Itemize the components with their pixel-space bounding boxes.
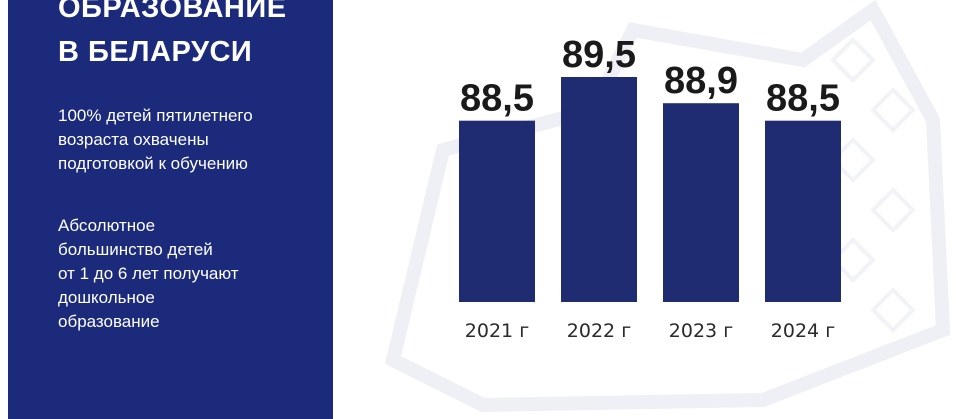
bar-chart: 88,5 2021 г 89,5 2022 г 88,9 2023 г 88,5 2024 г	[459, 34, 841, 342]
bar-3	[765, 120, 841, 302]
bar-2	[663, 103, 739, 302]
panel-title-line-1: ОБРАЗОВАНИЕ	[58, 0, 287, 24]
bar-value-label: 88,5	[766, 78, 840, 120]
paragraph-2-line: Абсолютное	[58, 216, 156, 235]
bar-0	[459, 120, 535, 302]
paragraph-2-line: дошкольное	[58, 288, 155, 307]
bar-value-label: 89,5	[562, 34, 636, 76]
panel-paragraph-2: Абсолютное большинство детей от 1 до 6 л…	[58, 214, 239, 334]
category-label: 2023 г	[669, 320, 733, 342]
paragraph-1-line: подготовкой к обучению	[58, 154, 248, 173]
paragraph-1-line: возраста охвачены	[58, 130, 209, 149]
category-label: 2021 г	[465, 320, 529, 342]
background-ornament	[384, 0, 951, 413]
paragraph-2-line: от 1 до 6 лет получают	[58, 264, 239, 283]
category-label: 2022 г	[567, 320, 631, 342]
bar-value-label: 88,5	[460, 78, 534, 120]
bar-1	[561, 77, 637, 302]
panel-title: ОБРАЗОВАНИЕ В БЕЛАРУСИ	[58, 0, 287, 74]
paragraph-2-line: образование	[58, 312, 160, 331]
chart-area: 88,5 2021 г 89,5 2022 г 88,9 2023 г 88,5 2024 г	[333, 0, 956, 419]
panel-paragraph-1: 100% детей пятилетнего возраста охвачены…	[58, 104, 253, 176]
paragraph-1-line: 100% детей пятилетнего	[58, 106, 253, 125]
left-info-panel: ОБРАЗОВАНИЕ В БЕЛАРУСИ 100% детей пятиле…	[8, 0, 333, 419]
panel-title-line-2: В БЕЛАРУСИ	[58, 36, 253, 68]
paragraph-2-line: большинство детей	[58, 240, 213, 259]
bar-value-label: 88,9	[664, 60, 738, 102]
category-label: 2024 г	[771, 320, 835, 342]
